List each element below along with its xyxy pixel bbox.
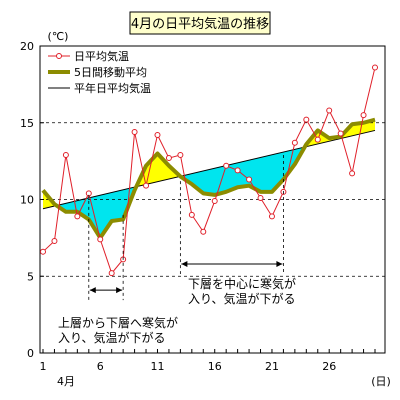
annotation-arrowhead-left (89, 287, 96, 294)
y-tick-label: 15 (20, 117, 34, 130)
annotation-text: 上層から下層へ寒気が (58, 315, 178, 330)
x-axis-ticks: 1 6 11 16 21 26 (40, 349, 376, 373)
data-point-daily (143, 182, 150, 189)
data-point-daily (200, 228, 207, 235)
series-line-daily (42, 67, 376, 275)
data-point-daily (303, 116, 310, 123)
legend: 日平均気温 5日間移動平均 平年日平均気温 (48, 49, 151, 95)
annotation-arrowhead-right (116, 287, 123, 294)
data-point-daily (154, 132, 161, 139)
data-point-daily (131, 128, 138, 135)
annotation-text: 下層を中心に寒気が (188, 276, 296, 291)
data-point-daily (211, 198, 218, 205)
x-tick-label: 1 (40, 360, 47, 373)
legend-marker-daily (56, 53, 62, 59)
data-point-daily (223, 162, 230, 169)
series-points-daily (40, 64, 378, 277)
x-axis-unit-label: (日) (371, 375, 391, 388)
x-tick-label: 6 (97, 360, 104, 373)
data-point-daily (188, 211, 195, 218)
data-point-daily (268, 213, 275, 220)
data-point-daily (360, 112, 367, 119)
x-tick-label: 16 (208, 360, 222, 373)
data-point-daily (62, 151, 69, 158)
data-point-daily (40, 248, 46, 255)
data-point-daily (51, 237, 58, 244)
legend-label-normal: 平年日平均気温 (74, 81, 151, 95)
y-axis-ticks: 0 5 10 15 20 (20, 40, 44, 360)
data-point-daily (291, 139, 298, 146)
data-point-daily (349, 170, 356, 177)
series-line-moving-average (41, 117, 376, 240)
chart-title-box (129, 11, 271, 35)
data-point-daily (246, 176, 253, 183)
x-tick-label: 11 (150, 360, 164, 373)
data-point-daily (234, 167, 241, 174)
legend-label-daily: 日平均気温 (74, 49, 129, 63)
annotation-arrowhead-right (276, 260, 283, 267)
data-point-daily (108, 270, 115, 277)
data-point-daily (257, 194, 264, 201)
data-point-daily (326, 107, 333, 114)
data-point-daily (314, 136, 321, 143)
annotation-arrowhead-left (181, 260, 188, 267)
data-point-daily (165, 155, 172, 162)
x-tick-label: 26 (322, 360, 336, 373)
data-point-daily (337, 130, 344, 137)
legend-label-moving-average: 5日間移動平均 (74, 65, 147, 79)
chart-title: 4月の日平均気温の推移 (131, 16, 269, 32)
data-point-daily (177, 151, 184, 158)
data-point-daily (97, 236, 104, 243)
annotation-text: 入り、気温が下がる (58, 330, 166, 345)
y-tick-label: 10 (20, 194, 34, 207)
data-point-daily (372, 64, 378, 71)
annotation-text: 入り、気温が下がる (188, 291, 296, 306)
x-tick-label: 21 (265, 360, 279, 373)
series-line-normal (42, 129, 376, 210)
y-tick-label: 20 (20, 40, 34, 53)
data-point-daily (74, 213, 81, 220)
y-tick-label: 5 (27, 270, 34, 283)
month-label: 4月 (57, 375, 75, 388)
y-axis-unit-label: (℃) (48, 30, 69, 43)
y-tick-label: 0 (27, 347, 34, 360)
